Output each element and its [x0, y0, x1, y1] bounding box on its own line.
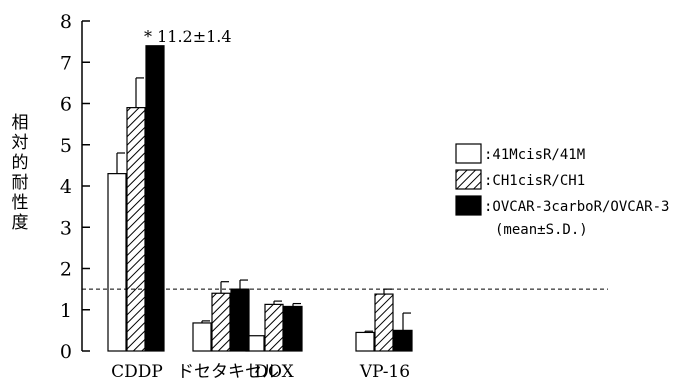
bar	[393, 329, 413, 352]
legend-label: :CH1cisR/CH1	[484, 173, 585, 189]
bar	[264, 303, 284, 352]
bar	[283, 305, 303, 352]
x-tick-label: ドセタキセル	[177, 362, 279, 382]
bar	[355, 331, 375, 352]
y-axis-label-char: 相	[12, 113, 29, 133]
bar	[145, 45, 165, 352]
significance-annotation: * 11.2±1.4	[144, 27, 232, 46]
y-tick-label: 6	[60, 94, 72, 116]
legend-swatch	[455, 169, 482, 190]
bar	[107, 173, 127, 352]
legend-label: :41McisR/41M	[484, 147, 585, 163]
legend-swatch	[455, 195, 482, 216]
y-axis-label-char: 的	[12, 153, 29, 173]
y-axis-label-char: 耐	[12, 173, 29, 193]
x-tick-label: VP-16	[359, 362, 410, 382]
bar	[192, 322, 212, 352]
y-tick-label: 3	[60, 217, 72, 239]
bar	[126, 107, 146, 352]
y-tick-label: 5	[60, 135, 72, 157]
bar	[230, 288, 250, 352]
y-tick-label: 2	[60, 259, 72, 281]
y-axis-label-char: 度	[12, 213, 29, 233]
y-axis-label-char: 性	[12, 193, 29, 213]
y-tick-label: 1	[60, 300, 72, 322]
bars	[82, 45, 608, 352]
y-tick-label: 8	[60, 11, 72, 33]
y-tick-label: 4	[60, 176, 72, 198]
y-tick-label: 0	[60, 341, 72, 363]
legend-swatch	[455, 143, 482, 164]
x-tick-label: CDDP	[111, 362, 163, 382]
y-axis-label-char: 対	[12, 133, 29, 153]
bar	[374, 293, 394, 352]
x-tick-label: DOX	[254, 362, 294, 382]
y-axis: 0 1 2 3 4 5 6 7 8	[60, 11, 90, 363]
legend: :41McisR/41M :CH1cisR/CH1 :OVCAR-3carboR/O…	[455, 143, 669, 238]
y-tick-label: 7	[60, 52, 72, 74]
bar	[211, 292, 231, 352]
legend-label: :OVCAR-3carboR/OVCAR-3	[484, 199, 669, 215]
legend-note: (mean±S.D.)	[495, 222, 588, 238]
